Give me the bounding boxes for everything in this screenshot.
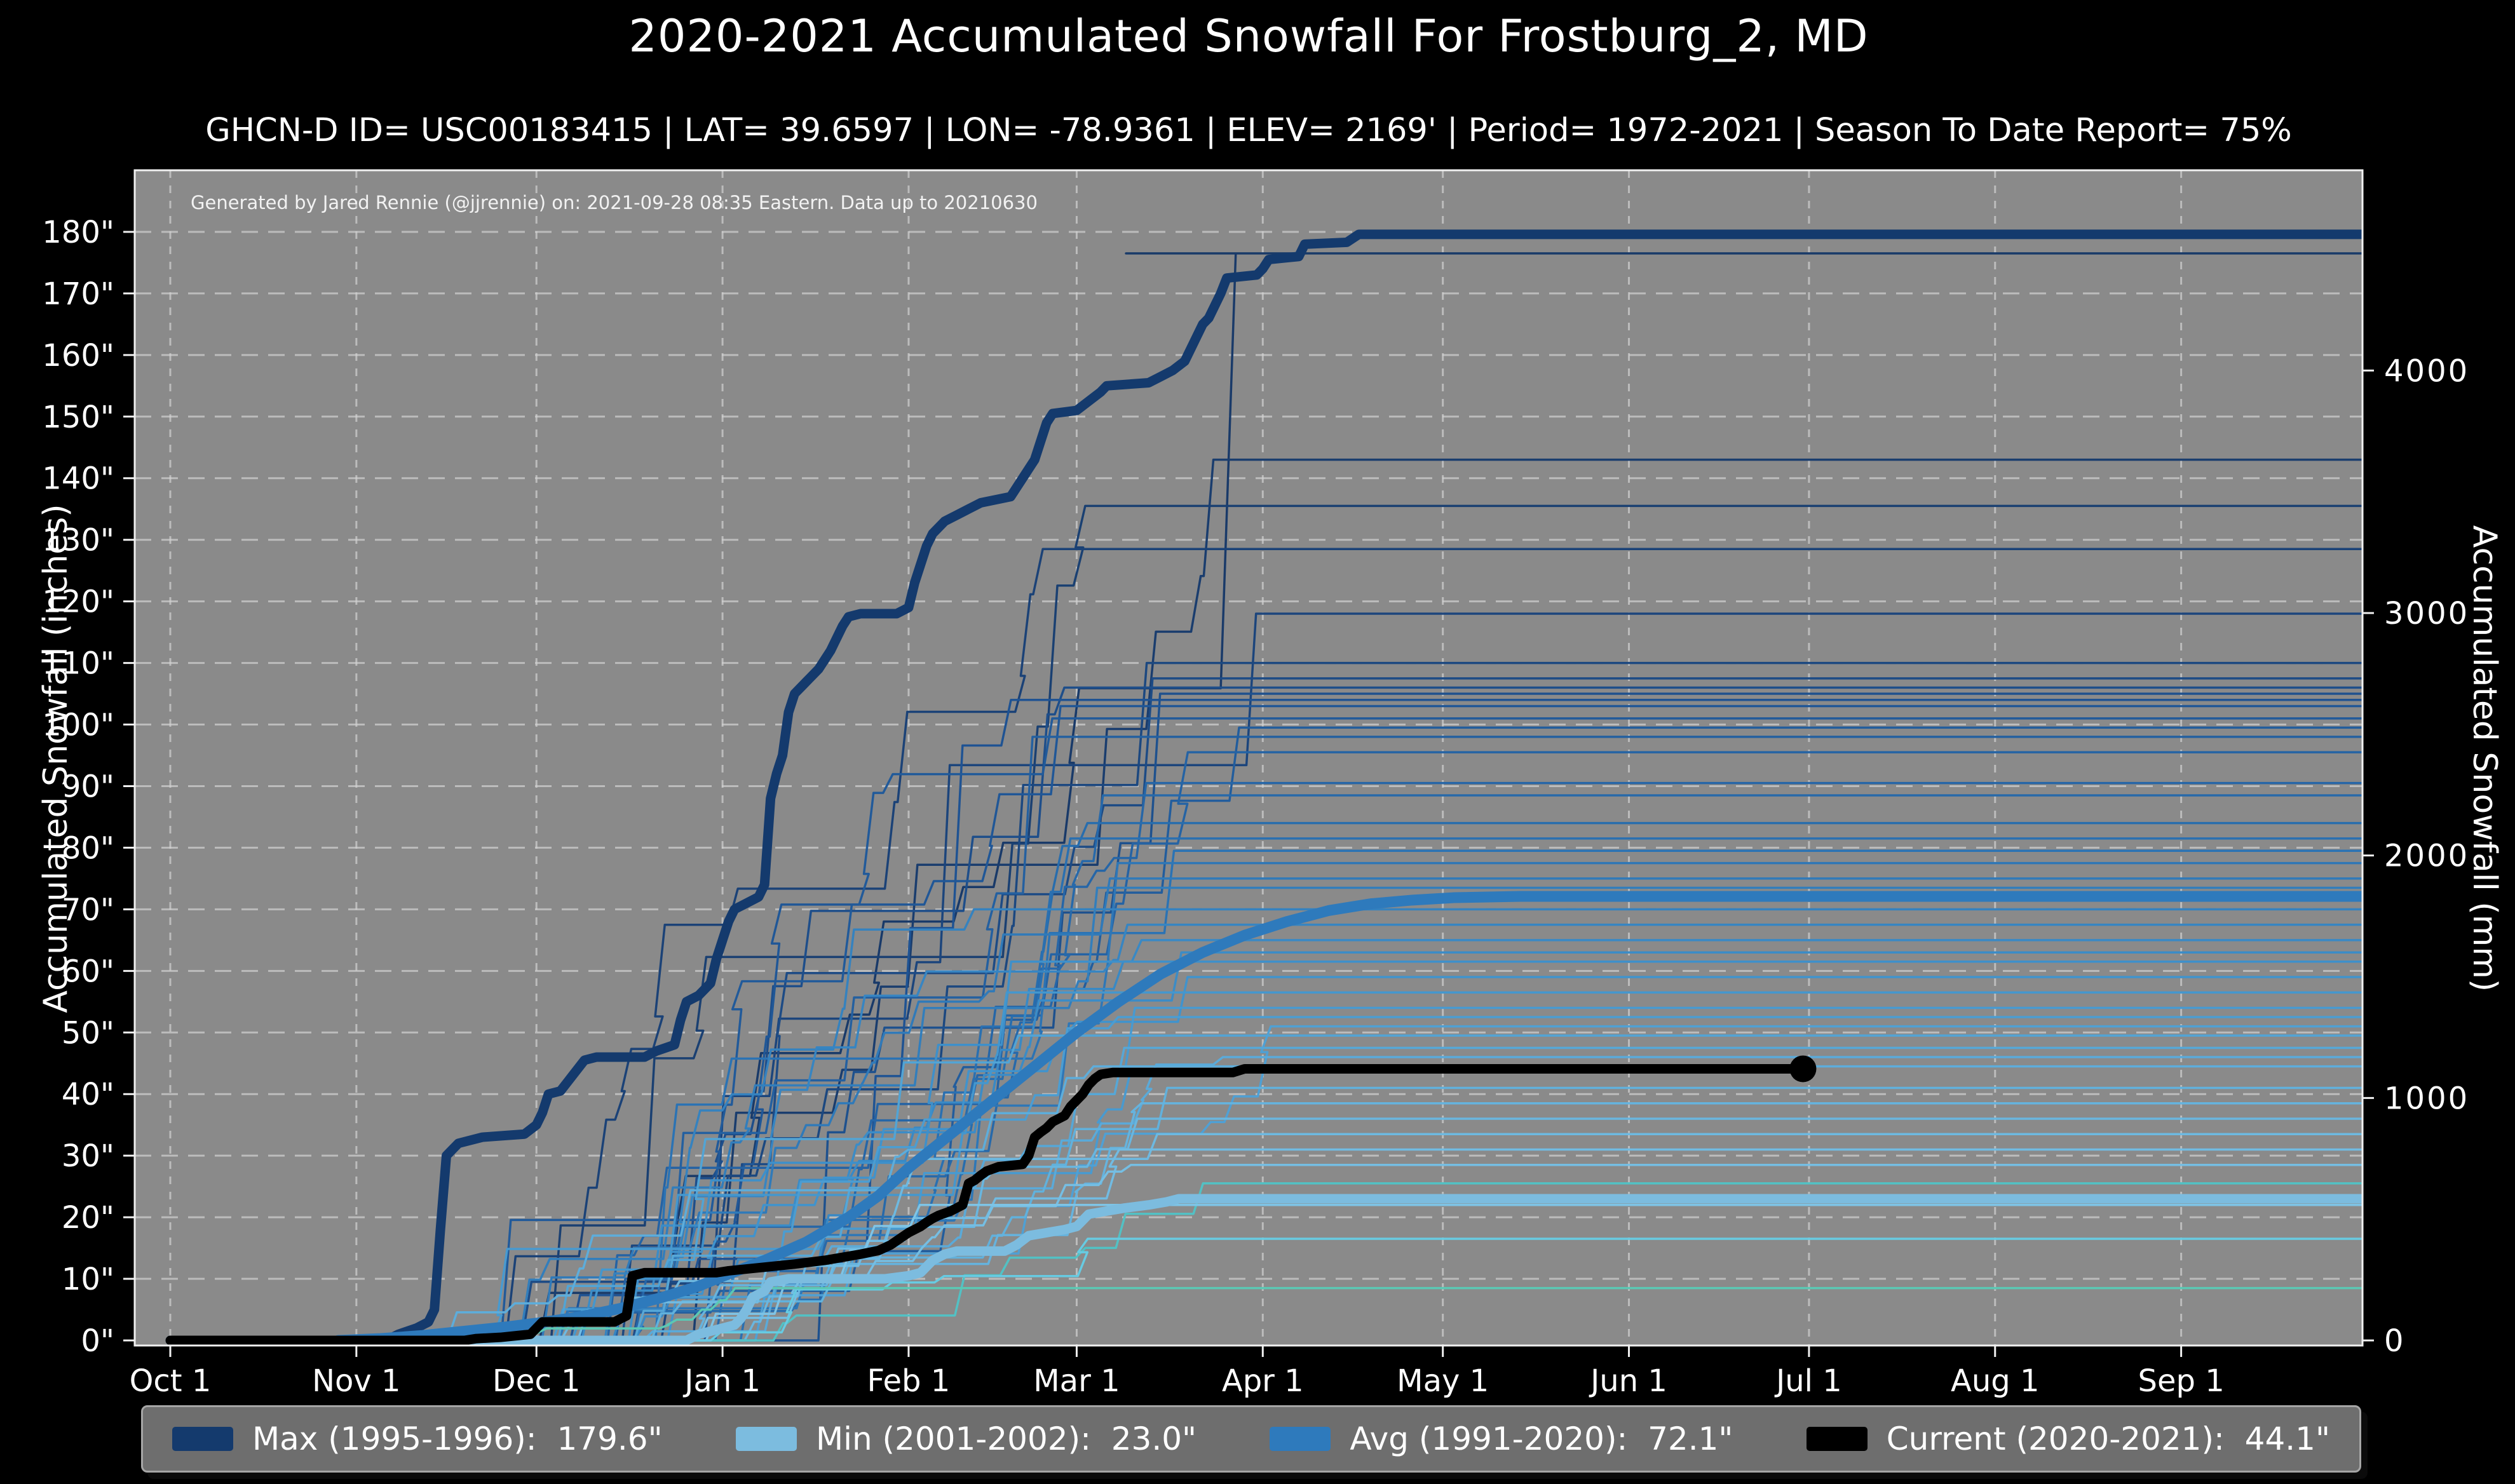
chart-title: 2020-2021 Accumulated Snowfall For Frost…	[628, 10, 1869, 62]
legend-swatch-max	[172, 1427, 233, 1451]
y-tick-label-inches: 20"	[62, 1200, 114, 1236]
y-tick-label-inches: 0"	[81, 1323, 114, 1359]
season-line	[169, 1034, 2362, 1342]
x-tick-label: Jul 1	[1774, 1363, 1842, 1399]
y-tick-label-mm: 3000	[2384, 596, 2469, 631]
legend-label-avg: Avg (1991-2020): 72.1"	[1350, 1420, 1733, 1457]
y-tick-label-inches: 10"	[62, 1262, 114, 1297]
season-line	[169, 548, 2362, 1342]
legend-swatch-current	[1806, 1427, 1868, 1451]
legend-item-avg: Avg (1991-2020): 72.1"	[1270, 1420, 1733, 1457]
legend-label-max: Max (1995-1996): 179.6"	[252, 1420, 663, 1457]
season-line	[169, 886, 2362, 1342]
chart-legend: Max (1995-1996): 179.6" Min (2001-2002):…	[141, 1405, 2361, 1473]
x-tick-label: Jan 1	[682, 1363, 761, 1399]
season-line	[169, 961, 2362, 1342]
current-line	[165, 1063, 1808, 1346]
legend-swatch-min	[735, 1427, 797, 1451]
x-tick-label: Nov 1	[312, 1363, 400, 1399]
y-tick-label-inches: 140"	[42, 461, 114, 497]
plot-background	[135, 170, 2362, 1346]
season-line	[169, 677, 2362, 1342]
season-line	[169, 923, 2362, 1342]
y-tick-label-inches: 80"	[62, 830, 114, 866]
y-tick-label-inches: 40"	[62, 1077, 114, 1112]
y-tick-label-inches: 50"	[62, 1015, 114, 1051]
x-tick-label: Jun 1	[1589, 1363, 1667, 1399]
x-tick-label: Aug 1	[1951, 1363, 2040, 1399]
y-tick-label-inches: 170"	[42, 276, 114, 312]
y-tick-label-inches: 110"	[42, 646, 114, 682]
current-end-dot	[1789, 1055, 1817, 1083]
season-line	[169, 939, 2362, 1342]
season-line	[169, 458, 2362, 1342]
y-tick-label-inches: 160"	[42, 338, 114, 374]
x-tick-label: May 1	[1397, 1363, 1489, 1399]
season-line	[169, 849, 2362, 1342]
season-line	[169, 877, 2362, 1342]
x-tick-label: Dec 1	[492, 1363, 581, 1399]
x-tick-label: Sep 1	[2138, 1363, 2224, 1399]
y-tick-label-mm: 0	[2384, 1323, 2406, 1359]
season-line	[169, 504, 2362, 1342]
y-tick-label-inches: 120"	[42, 584, 114, 620]
x-tick-label: Apr 1	[1222, 1363, 1304, 1399]
x-tick-label: Mar 1	[1033, 1363, 1120, 1399]
season-line	[169, 1065, 2362, 1342]
y-tick-label-inches: 30"	[62, 1138, 114, 1174]
season-line	[169, 705, 2362, 1342]
y-tick-label-inches: 130"	[42, 523, 114, 558]
y-tick-label-mm: 1000	[2384, 1081, 2469, 1116]
plot-spines	[133, 169, 2364, 1347]
y-tick-label-inches: 150"	[42, 400, 114, 435]
generated-by-note: Generated by Jared Rennie (@jjrennie) on…	[191, 192, 1038, 213]
legend-item-current: Current (2020-2021): 44.1"	[1806, 1420, 2330, 1457]
y-tick-label-inches: 70"	[62, 892, 114, 928]
max-line	[165, 229, 2362, 1346]
season-line	[169, 1046, 2362, 1342]
y-tick-label-mm: 4000	[2384, 353, 2469, 389]
chart-subtitle: GHCN-D ID= USC00183415 | LAT= 39.6597 | …	[205, 112, 2292, 149]
x-tick-label: Oct 1	[130, 1363, 212, 1399]
legend-label-min: Min (2001-2002): 23.0"	[815, 1420, 1197, 1457]
min-line	[165, 1194, 2362, 1346]
y-tick-label-inches: 90"	[62, 769, 114, 804]
y-tick-label-inches: 100"	[42, 708, 114, 743]
y-tick-label-mm: 2000	[2384, 839, 2469, 874]
legend-item-min: Min (2001-2002): 23.0"	[735, 1420, 1197, 1457]
legend-label-current: Current (2020-2021): 44.1"	[1886, 1420, 2330, 1457]
season-line	[169, 1182, 2362, 1342]
y-tick-label-inches: 60"	[62, 954, 114, 989]
legend-swatch-avg	[1270, 1427, 1331, 1451]
legend-item-max: Max (1995-1996): 179.6"	[172, 1420, 663, 1457]
season-line	[169, 661, 2362, 1342]
x-tick-label: Feb 1	[867, 1363, 951, 1399]
y-tick-label-inches: 180"	[42, 215, 114, 250]
